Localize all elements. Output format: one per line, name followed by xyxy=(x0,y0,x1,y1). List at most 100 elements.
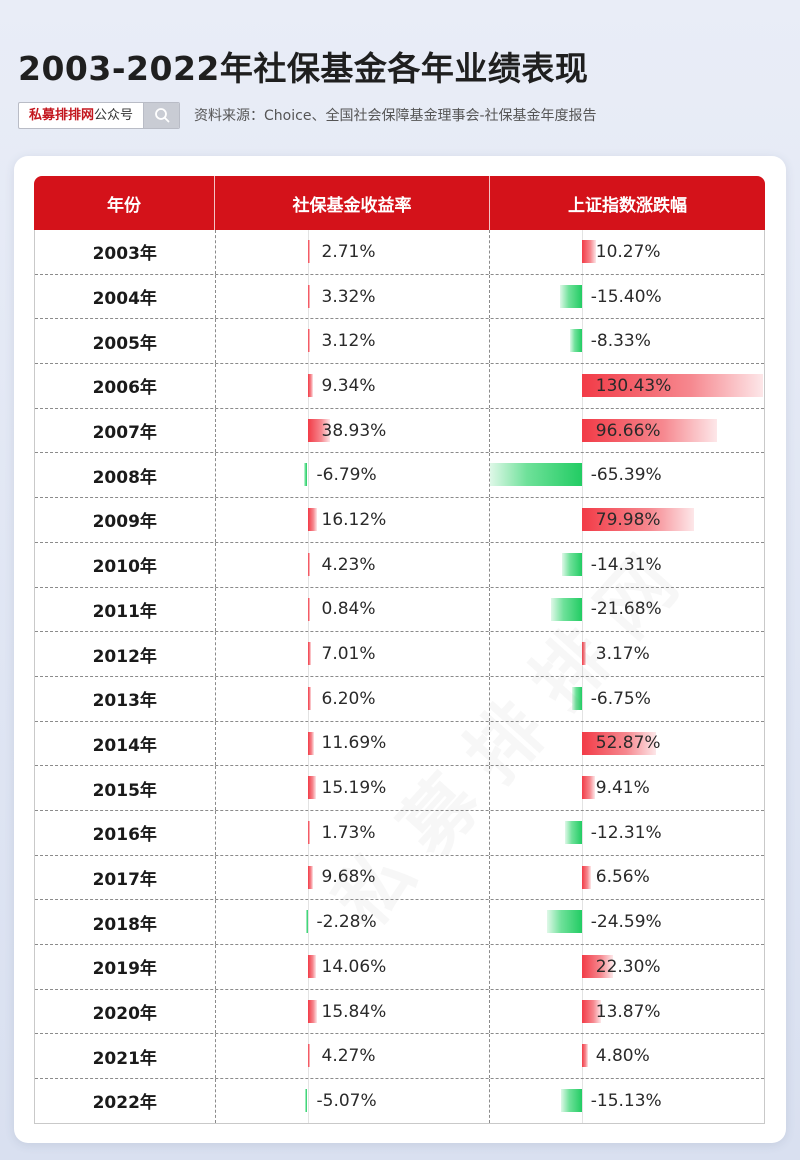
table-row: 2016年 1.73% -12.31% xyxy=(35,810,764,856)
index-value-label: -15.40% xyxy=(590,286,662,307)
index-value-label: -12.31% xyxy=(590,822,662,843)
fund-return-cell: -2.28% xyxy=(216,900,490,944)
index-change-cell: 96.66% xyxy=(490,408,764,453)
fund-value-label: -6.79% xyxy=(316,465,377,486)
fund-value-label: 0.84% xyxy=(321,599,376,620)
index-value-label: -15.13% xyxy=(590,1090,662,1111)
table-row: 2005年 3.12% -8.33% xyxy=(35,319,764,365)
index-value-label: 6.56% xyxy=(595,867,650,888)
fund-return-cell: 4.27% xyxy=(216,1034,490,1079)
fund-value-label: 4.23% xyxy=(321,554,376,575)
fund-value-label: 4.27% xyxy=(321,1046,376,1067)
table-row: 2014年 11.69% 52.87% xyxy=(35,721,764,767)
fund-return-cell: 11.69% xyxy=(216,721,490,766)
index-change-cell: -15.40% xyxy=(490,274,764,319)
zero-axis xyxy=(581,274,583,319)
year-cell: 2013年 xyxy=(35,676,216,721)
fund-value-label: 14.06% xyxy=(321,956,387,977)
fund-bar xyxy=(307,731,315,755)
year-cell: 2005年 xyxy=(35,319,216,364)
fund-value-label: 38.93% xyxy=(321,420,387,441)
zero-axis xyxy=(581,319,583,364)
index-change-cell: 3.17% xyxy=(490,632,764,676)
fund-bar xyxy=(305,910,308,934)
fund-return-cell: 3.32% xyxy=(216,274,490,319)
header-index-change: 上证指数涨跌幅 xyxy=(568,195,687,216)
table-row: 2013年 6.20% -6.75% xyxy=(35,676,764,722)
table-row: 2019年 14.06% 22.30% xyxy=(35,945,764,990)
index-bar xyxy=(560,1089,582,1113)
table-body: 2003年 2.71% 10.27% 2004年 3.32% -15.40% 2005年 3.… xyxy=(34,230,765,1124)
index-value-label: 4.80% xyxy=(595,1046,650,1067)
zero-axis xyxy=(581,453,583,498)
header-fund-return: 社保基金收益率 xyxy=(215,176,490,230)
wechat-search-box[interactable]: 私募排排网公众号 xyxy=(18,101,181,129)
index-value-label: 9.41% xyxy=(595,778,650,799)
index-change-cell: 9.41% xyxy=(490,766,764,810)
year-cell: 2006年 xyxy=(35,364,216,408)
index-bar xyxy=(560,284,582,308)
index-change-cell: -14.31% xyxy=(490,542,764,587)
index-value-label: 52.87% xyxy=(595,733,661,754)
year-cell: 2009年 xyxy=(35,498,216,542)
source-text: 资料来源：Choice、全国社会保障基金理事会-社保基金年度报告 xyxy=(194,108,597,124)
index-value-label: -8.33% xyxy=(590,331,651,352)
year-cell: 2021年 xyxy=(35,1034,216,1079)
fund-bar xyxy=(307,552,310,576)
index-value-label: 96.66% xyxy=(595,420,661,441)
table-row: 2009年 16.12% 79.98% xyxy=(35,498,764,543)
fund-bar xyxy=(304,1089,308,1113)
fund-bar xyxy=(307,776,317,800)
year-cell: 2020年 xyxy=(35,989,216,1034)
index-change-cell: 10.27% xyxy=(490,230,764,274)
performance-table: 年份 社保基金收益率 上证指数涨跌幅 2003年 2.71% 10.27% 2004年… xyxy=(34,176,765,1124)
zero-axis xyxy=(581,810,583,855)
index-change-cell: 4.80% xyxy=(490,1034,764,1079)
index-bar xyxy=(561,552,582,576)
index-change-cell: -24.59% xyxy=(490,900,764,944)
year-cell: 2008年 xyxy=(35,453,216,498)
fund-bar xyxy=(307,1044,310,1068)
fund-return-cell: 4.23% xyxy=(216,542,490,587)
year-cell: 2014年 xyxy=(35,721,216,766)
zero-axis xyxy=(581,1079,583,1123)
fund-bar xyxy=(307,329,310,353)
zero-axis xyxy=(581,676,583,721)
index-change-cell: -15.13% xyxy=(490,1079,764,1123)
index-bar xyxy=(581,731,656,755)
index-value-label: 79.98% xyxy=(595,509,661,530)
index-change-cell: -12.31% xyxy=(490,810,764,855)
zero-axis xyxy=(581,900,583,944)
fund-bar xyxy=(307,820,310,844)
year-cell: 2016年 xyxy=(35,810,216,855)
year-cell: 2018年 xyxy=(35,900,216,944)
index-value-label: -14.31% xyxy=(590,554,662,575)
table-row: 2011年 0.84% -21.68% xyxy=(35,587,764,633)
index-change-cell: 13.87% xyxy=(490,989,764,1034)
fund-return-cell: 2.71% xyxy=(216,230,490,274)
fund-return-cell: 1.73% xyxy=(216,810,490,855)
search-icon[interactable] xyxy=(143,102,180,128)
index-value-label: -21.68% xyxy=(590,599,662,620)
index-value-label: 130.43% xyxy=(595,375,672,396)
index-bar xyxy=(581,240,597,263)
table-card: 年份 社保基金收益率 上证指数涨跌幅 2003年 2.71% 10.27% 2004年… xyxy=(14,156,786,1143)
year-cell: 2012年 xyxy=(35,632,216,676)
index-change-cell: -65.39% xyxy=(490,453,764,498)
index-value-label: 22.30% xyxy=(595,956,661,977)
table-row: 2018年 -2.28% -24.59% xyxy=(35,900,764,945)
zero-axis xyxy=(307,453,309,498)
zero-axis xyxy=(581,542,583,587)
fund-value-label: 7.01% xyxy=(321,644,376,665)
year-cell: 2017年 xyxy=(35,855,216,900)
fund-bar xyxy=(307,374,313,398)
fund-bar xyxy=(307,240,310,263)
fund-return-cell: 15.84% xyxy=(216,989,490,1034)
table-row: 2021年 4.27% 4.80% xyxy=(35,1034,764,1080)
fund-bar xyxy=(307,865,314,889)
table-row: 2012年 7.01% 3.17% xyxy=(35,632,764,677)
fund-value-label: 11.69% xyxy=(321,733,387,754)
index-change-cell: 79.98% xyxy=(490,498,764,542)
table-row: 2015年 15.19% 9.41% xyxy=(35,766,764,811)
fund-value-label: 3.12% xyxy=(321,331,376,352)
